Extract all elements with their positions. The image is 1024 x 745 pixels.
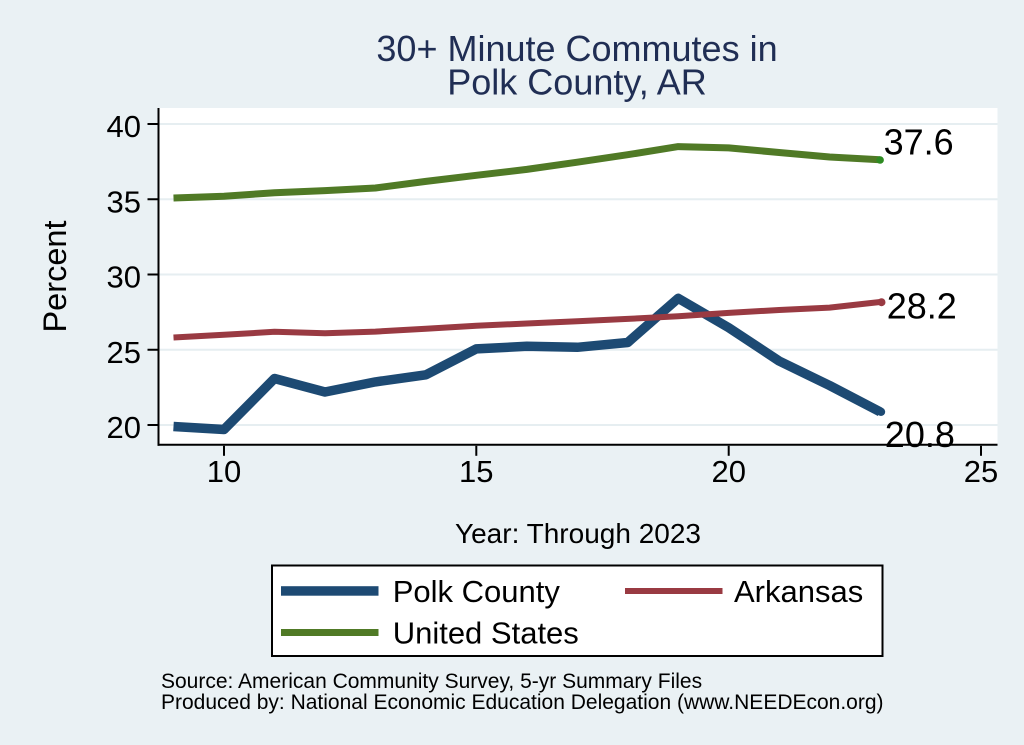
svg-text:15: 15 bbox=[459, 454, 493, 489]
svg-text:Polk County: Polk County bbox=[393, 574, 561, 609]
svg-text:Polk County, AR: Polk County, AR bbox=[447, 61, 706, 102]
svg-text:Arkansas: Arkansas bbox=[734, 574, 863, 609]
svg-text:Percent: Percent bbox=[37, 220, 73, 332]
svg-text:28.2: 28.2 bbox=[887, 286, 957, 327]
svg-text:United States: United States bbox=[393, 615, 579, 650]
svg-text:20: 20 bbox=[107, 410, 141, 445]
svg-text:37.6: 37.6 bbox=[884, 122, 954, 163]
svg-text:35: 35 bbox=[107, 184, 141, 219]
svg-text:40: 40 bbox=[107, 109, 141, 144]
svg-text:Year: Through 2023: Year: Through 2023 bbox=[455, 518, 701, 549]
svg-text:10: 10 bbox=[207, 454, 241, 489]
svg-text:25: 25 bbox=[107, 335, 141, 370]
svg-text:20.8: 20.8 bbox=[885, 414, 955, 455]
svg-text:30: 30 bbox=[107, 260, 141, 295]
svg-text:Source: American Community Sur: Source: American Community Survey, 5-yr … bbox=[161, 670, 702, 693]
svg-text:30+ Minute Commutes in: 30+ Minute Commutes in bbox=[376, 28, 777, 69]
svg-text:Produced by: National Economic: Produced by: National Economic Education… bbox=[161, 691, 884, 714]
svg-text:25: 25 bbox=[964, 454, 998, 489]
svg-text:20: 20 bbox=[711, 454, 745, 489]
